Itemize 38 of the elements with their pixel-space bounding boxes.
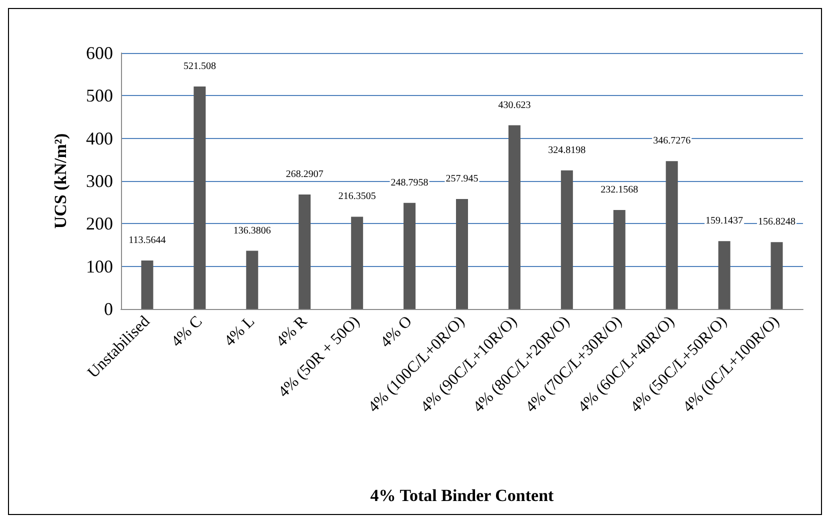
y-tick-label: 400	[86, 128, 113, 148]
data-label: 232.1568	[600, 184, 638, 196]
data-label: 113.5644	[128, 235, 166, 246]
bar	[666, 161, 678, 309]
bar	[246, 250, 258, 309]
data-label: 521.508	[183, 60, 216, 72]
data-label: 156.8248	[758, 216, 796, 228]
bar	[560, 170, 573, 309]
bar	[298, 194, 311, 309]
x-tick-label: 4% C	[168, 312, 206, 350]
y-tick-label: 500	[86, 86, 113, 106]
bar	[141, 260, 154, 309]
y-tick-label: 200	[86, 214, 113, 234]
bar	[194, 86, 206, 309]
data-label: 248.7958	[390, 177, 428, 188]
data-label: 346.7276	[653, 136, 691, 147]
data-label: 216.3505	[338, 191, 376, 202]
data-label: 268.2907	[286, 169, 324, 180]
bar	[718, 241, 730, 309]
y-tick-label: 600	[86, 43, 113, 63]
y-axis-title: UCS (kN/m²)	[51, 133, 70, 229]
bar	[508, 125, 520, 309]
data-label: 430.623	[498, 100, 531, 111]
bar	[613, 210, 626, 309]
y-tick-label: 300	[86, 171, 113, 191]
y-tick-label: 0	[104, 299, 113, 319]
bar	[351, 216, 364, 309]
x-tick-label: 4% L	[221, 312, 258, 350]
y-tick-label: 100	[86, 256, 113, 276]
bar	[404, 202, 416, 309]
data-label: 136.3806	[233, 225, 271, 236]
bar	[456, 198, 468, 309]
x-tick-label: 4% R	[273, 312, 311, 350]
bar	[770, 242, 783, 309]
x-axis-title: 4% Total Binder Content	[370, 486, 554, 505]
data-label: 257.945	[446, 173, 478, 184]
data-label: 324.8198	[548, 144, 586, 156]
data-label: 159.1437	[706, 216, 744, 227]
